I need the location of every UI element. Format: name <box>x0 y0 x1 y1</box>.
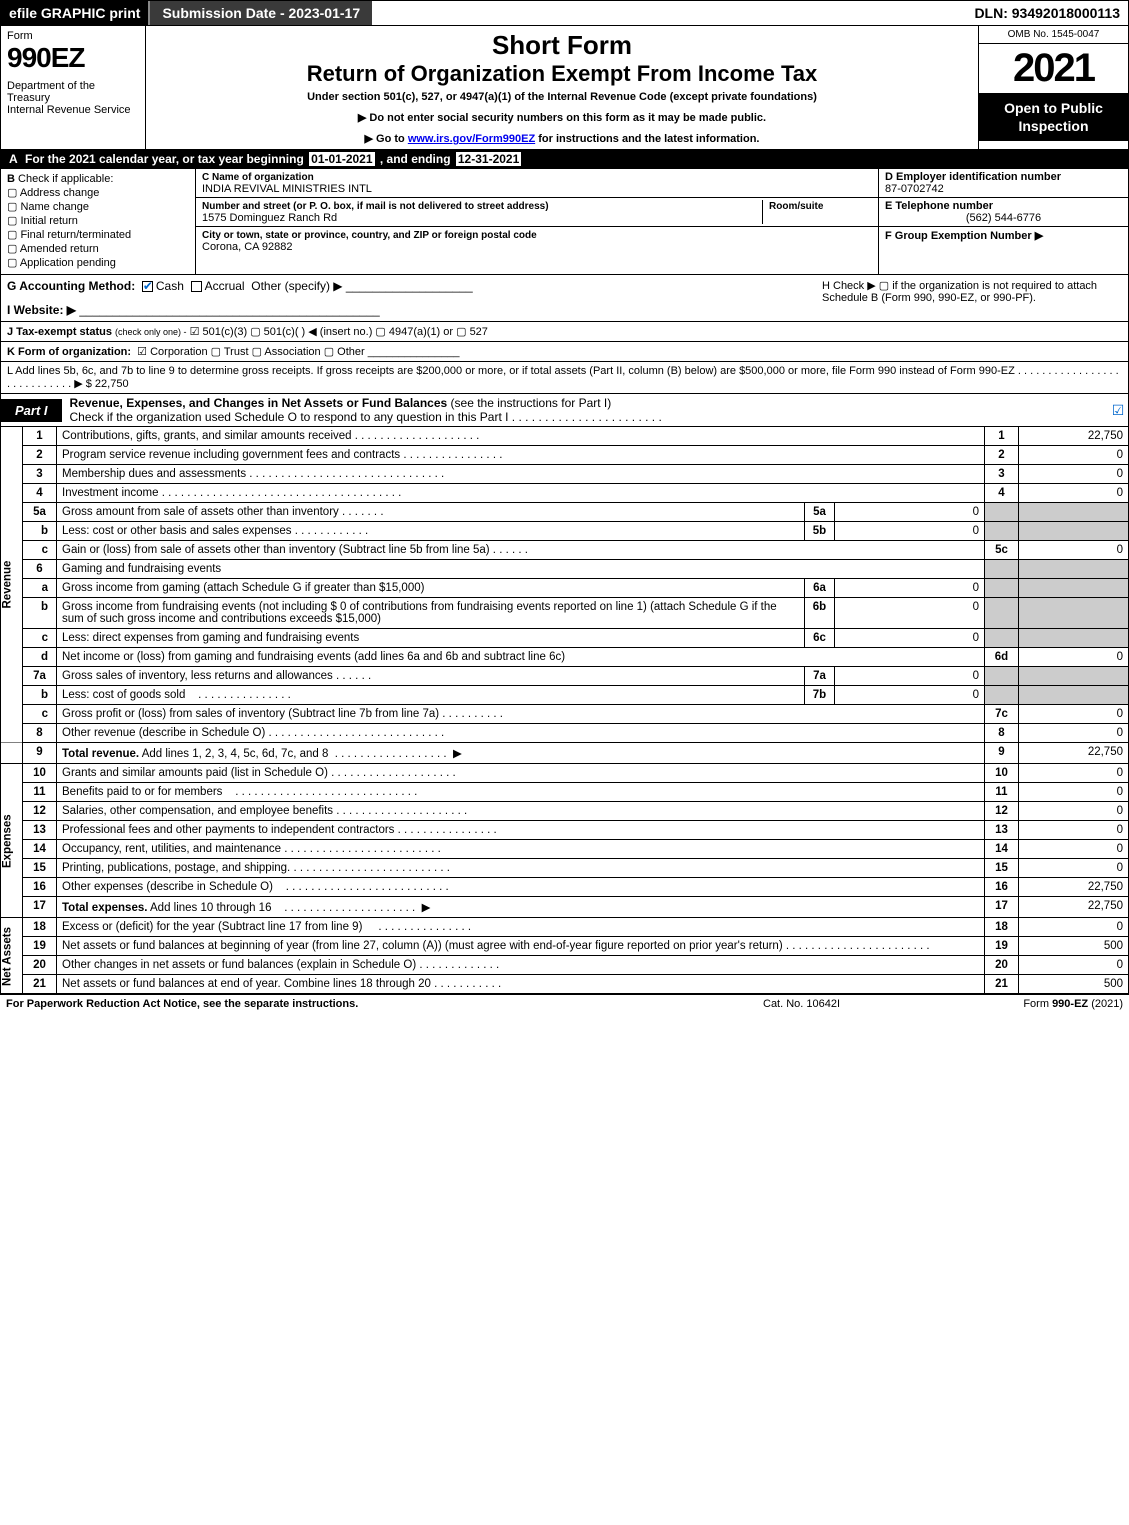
street-label: Number and street (or P. O. box, if mail… <box>202 201 549 212</box>
chk-final-return[interactable]: ▢ Final return/terminated <box>7 228 189 241</box>
telephone-label: E Telephone number <box>885 200 993 212</box>
ein-label: D Employer identification number <box>885 171 1061 183</box>
revenue-vlabel: Revenue <box>1 427 23 743</box>
row-k-org-form: K Form of organization: ☑ Corporation ▢ … <box>0 342 1129 362</box>
form-subtitle: Under section 501(c), 527, or 4947(a)(1)… <box>154 91 970 103</box>
row-l-gross-receipts: L Add lines 5b, 6c, and 7b to line 9 to … <box>0 362 1129 394</box>
part-i-check-line: Check if the organization used Schedule … <box>70 410 662 424</box>
room-label: Room/suite <box>769 201 823 212</box>
page-footer: For Paperwork Reduction Act Notice, see … <box>0 994 1129 1013</box>
section-g-h-i: G Accounting Method: Cash Accrual Other … <box>0 275 1129 322</box>
part-i-tab: Part I <box>1 399 62 422</box>
efile-label[interactable]: efile GRAPHIC print <box>1 1 148 25</box>
omb-number: OMB No. 1545-0047 <box>979 26 1128 44</box>
catalog-number: Cat. No. 10642I <box>763 998 963 1010</box>
city-label: City or town, state or province, country… <box>202 230 537 241</box>
irs-link[interactable]: www.irs.gov/Form990EZ <box>408 133 535 145</box>
tax-year: 2021 <box>979 44 1128 93</box>
accounting-method-label: G Accounting Method: <box>7 279 135 293</box>
chk-amended-return[interactable]: ▢ Amended return <box>7 242 189 255</box>
top-bar: efile GRAPHIC print Submission Date - 20… <box>0 0 1129 26</box>
submission-date: Submission Date - 2023-01-17 <box>148 1 372 25</box>
chk-name-change[interactable]: ▢ Name change <box>7 200 189 213</box>
lines-table: Revenue 1Contributions, gifts, grants, a… <box>0 427 1129 994</box>
chk-application-pending[interactable]: ▢ Application pending <box>7 256 189 269</box>
section-b-identity: B Check if applicable: ▢ Address change … <box>0 169 1129 275</box>
form-word: Form <box>7 30 139 42</box>
paperwork-notice: For Paperwork Reduction Act Notice, see … <box>6 998 763 1010</box>
part-i-header: Part I Revenue, Expenses, and Changes in… <box>0 394 1129 427</box>
department-label: Department of the Treasury Internal Reve… <box>7 80 139 116</box>
row-j-tax-exempt: J Tax-exempt status (check only one) - ☑… <box>0 322 1129 342</box>
form-ref: Form 990-EZ (2021) <box>963 998 1123 1010</box>
form-number: 990EZ <box>7 42 139 74</box>
street-address: 1575 Dominguez Ranch Rd <box>202 212 337 224</box>
part-i-checkbox[interactable]: ☑ <box>1108 402 1128 419</box>
chk-accrual[interactable] <box>191 281 202 292</box>
short-form-label: Short Form <box>154 30 970 61</box>
netassets-vlabel: Net Assets <box>1 918 23 994</box>
org-name-label: C Name of organization <box>202 172 314 183</box>
expenses-vlabel: Expenses <box>1 764 23 918</box>
dln-label: DLN: 93492018000113 <box>966 1 1128 25</box>
chk-cash[interactable] <box>142 281 153 292</box>
ssn-note: ▶ Do not enter social security numbers o… <box>154 111 970 124</box>
website-label: I Website: ▶ <box>7 303 76 317</box>
section-h-schedule-b: H Check ▶ ▢ if the organization is not r… <box>822 279 1122 317</box>
goto-note: ▶ Go to www.irs.gov/Form990EZ for instru… <box>154 132 970 145</box>
city-state-zip: Corona, CA 92882 <box>202 241 293 253</box>
org-name: INDIA REVIVAL MINISTRIES INTL <box>202 183 372 195</box>
row-a-tax-year: A For the 2021 calendar year, or tax yea… <box>0 150 1129 169</box>
open-inspection-label: Open to Public Inspection <box>979 93 1128 141</box>
form-title: Return of Organization Exempt From Incom… <box>154 61 970 87</box>
ein-value: 87-0702742 <box>885 183 944 195</box>
group-exemption-label: F Group Exemption Number ▶ <box>885 230 1043 242</box>
chk-address-change[interactable]: ▢ Address change <box>7 186 189 199</box>
form-header: Form 990EZ Department of the Treasury In… <box>0 26 1129 150</box>
telephone-value: (562) 544-6776 <box>885 212 1122 224</box>
chk-initial-return[interactable]: ▢ Initial return <box>7 214 189 227</box>
